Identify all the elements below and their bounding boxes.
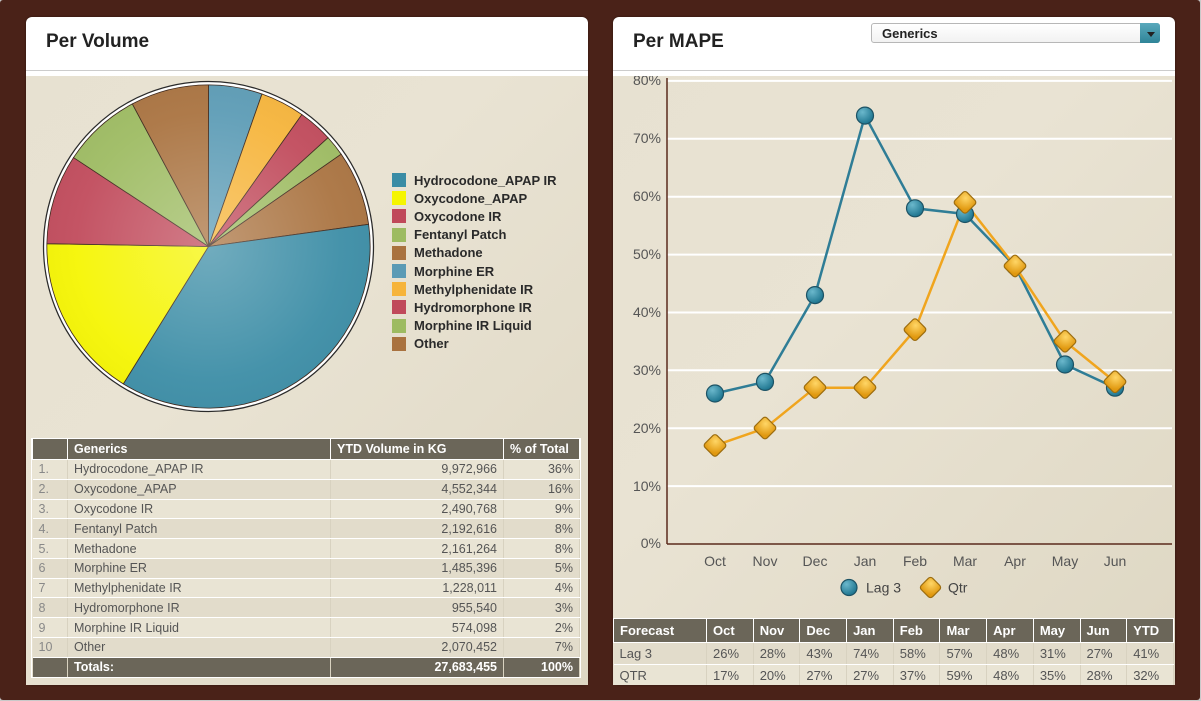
svg-text:Jan: Jan [854,553,877,569]
svg-text:70%: 70% [633,130,661,146]
svg-text:20%: 20% [633,420,661,436]
svg-text:Qtr: Qtr [948,580,968,596]
svg-text:Mar: Mar [953,553,977,569]
svg-text:60%: 60% [633,188,661,204]
svg-text:80%: 80% [633,76,661,88]
svg-text:Jun: Jun [1104,553,1127,569]
svg-text:10%: 10% [633,478,661,494]
svg-text:50%: 50% [633,246,661,262]
svg-text:Dec: Dec [803,553,828,569]
svg-text:30%: 30% [633,362,661,378]
svg-text:Oct: Oct [704,553,726,569]
svg-text:Apr: Apr [1004,553,1026,569]
svg-text:Lag 3: Lag 3 [866,580,901,596]
svg-text:0%: 0% [641,535,661,551]
svg-text:Nov: Nov [753,553,778,569]
svg-text:40%: 40% [633,304,661,320]
svg-text:May: May [1052,553,1078,569]
svg-text:Feb: Feb [903,553,927,569]
